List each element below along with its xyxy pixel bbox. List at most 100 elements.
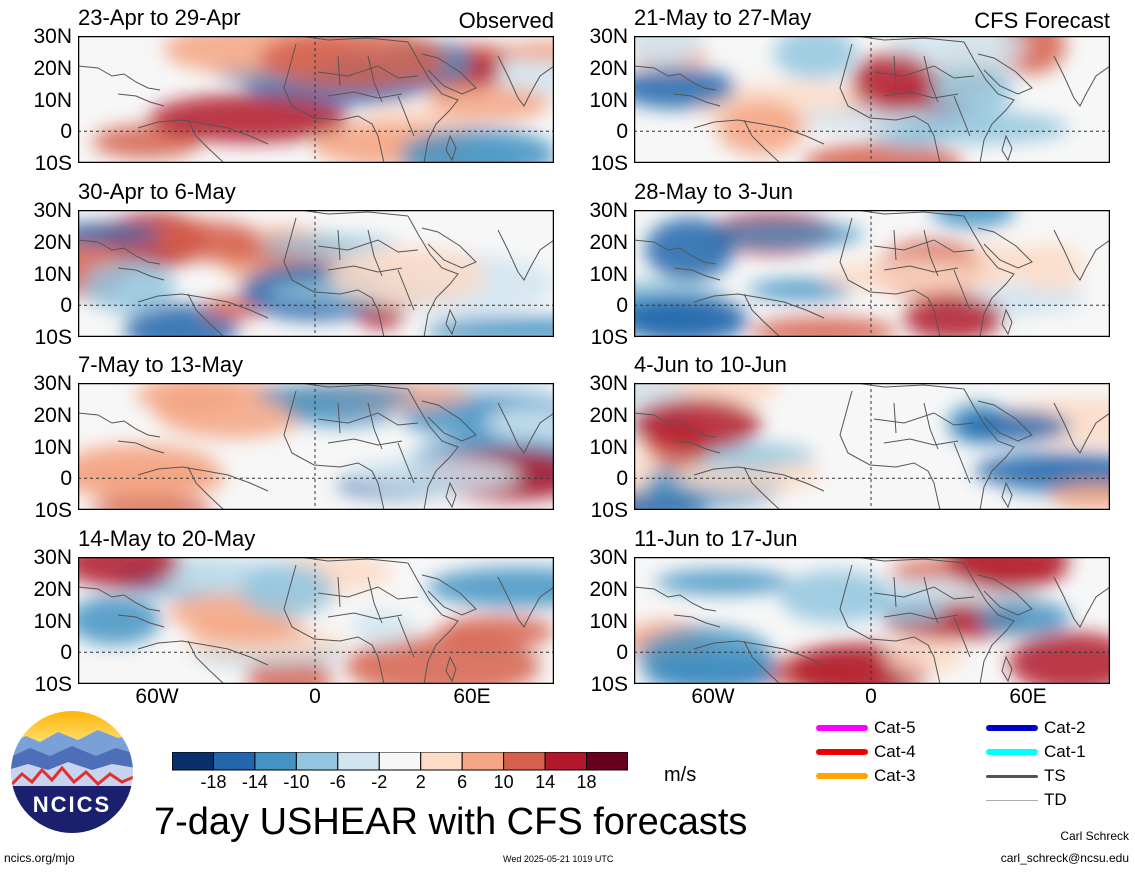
lat-label: 30N — [589, 199, 628, 222]
legend-swatch — [816, 725, 868, 731]
shear-anomaly-blob — [878, 595, 946, 624]
legend-swatch — [986, 799, 1038, 801]
legend-label: Cat-4 — [874, 742, 916, 761]
shear-anomaly-blob — [78, 557, 180, 589]
map-frame — [634, 383, 1110, 510]
colorbar-tick-label: -6 — [329, 772, 346, 792]
map-frame — [78, 383, 554, 510]
lat-label: 0 — [60, 641, 72, 665]
map-frame — [78, 210, 554, 337]
lon-label-0: 0 — [865, 685, 877, 708]
lat-label: 30N — [33, 372, 72, 395]
lat-label: 10N — [589, 435, 628, 459]
shear-anomaly-blob — [778, 569, 893, 624]
colorbar-tick-label: -2 — [371, 772, 388, 792]
map-frame — [634, 210, 1110, 337]
panel-date-range: 14-May to 20-May — [78, 526, 256, 551]
lat-label: 10N — [33, 262, 72, 286]
ncics-logo: NCICS — [8, 708, 136, 836]
shear-anomaly-blob — [240, 564, 334, 617]
lat-label: 20N — [33, 230, 72, 254]
lat-label: 20N — [33, 403, 72, 427]
lat-label: 20N — [589, 577, 628, 601]
colorbar-unit: m/s — [664, 764, 697, 786]
shear-anomaly-blob — [328, 245, 487, 306]
shear-anomaly-blob — [188, 619, 311, 644]
lat-label: 10N — [33, 88, 72, 112]
coastlines — [634, 557, 1110, 684]
colorbar-tick-label: -14 — [241, 772, 268, 792]
colorbar-swatches — [172, 752, 628, 771]
shear-anomaly-blob — [655, 569, 791, 595]
coastlines — [78, 383, 554, 510]
colorbar-swatch — [378, 752, 422, 771]
shear-anomaly-blob — [634, 397, 762, 452]
ncics-logo-graphic — [9, 709, 135, 835]
shear-anomaly-blob — [974, 451, 1110, 490]
legend-swatch — [986, 749, 1038, 755]
colorbar-tick-label: 18 — [576, 772, 597, 792]
shear-map — [78, 36, 554, 163]
shear-anomaly-blob — [1048, 482, 1110, 510]
lat-label: 10S — [590, 326, 628, 349]
panel-source-tag: CFS Forecast — [974, 8, 1110, 33]
lat-label: 30N — [33, 546, 72, 569]
footer-timestamp: Wed 2025-05-21 1019 UTC — [503, 854, 614, 864]
shear-anomaly-blob — [486, 406, 554, 441]
lat-label: 10S — [34, 673, 72, 696]
legend-label: TD — [1044, 790, 1067, 809]
lat-label: 20N — [33, 56, 72, 80]
panel-date-range: 11-Jun to 17-Jun — [634, 526, 798, 551]
shear-anomaly-blob — [149, 93, 349, 144]
colorbar-swatch — [420, 752, 463, 771]
shear-anomaly-blob — [644, 217, 735, 282]
shear-anomaly-blob — [345, 635, 541, 684]
panel-date-range: 30-Apr to 6-May — [78, 179, 236, 204]
colorbar-swatch — [503, 752, 546, 771]
lat-label: 10N — [589, 262, 628, 286]
shear-anomaly-blob — [136, 383, 243, 415]
footer-url: ncics.org/mjo — [4, 851, 75, 865]
shear-anomaly-blob — [351, 610, 415, 645]
footer-email: carl_schreck@ncsu.edu — [1000, 851, 1129, 865]
shear-anomaly-blob — [257, 234, 397, 256]
legend-label: Cat-2 — [1044, 718, 1086, 737]
colorbar-swatch — [254, 752, 297, 771]
shear-map — [634, 210, 1110, 337]
lat-label: 30N — [589, 25, 628, 48]
lat-label: 20N — [33, 577, 72, 601]
footer-author: Carl Schreck — [1060, 829, 1129, 843]
colorbar-tick-label: -18 — [200, 772, 227, 792]
colorbar-tick-label: 2 — [415, 772, 426, 792]
legend-label: TS — [1044, 766, 1066, 785]
legend-label: Cat-5 — [874, 718, 916, 737]
shear-map — [78, 210, 554, 337]
legend-swatch — [986, 774, 1038, 778]
colorbar-swatch — [586, 752, 628, 771]
colorbar-tick-label: 14 — [535, 772, 556, 792]
lat-label: 0 — [60, 294, 72, 318]
shear-anomaly-blob — [400, 128, 554, 163]
shear-anomaly-blob — [78, 595, 161, 646]
coastlines — [78, 36, 554, 163]
map-frame — [78, 36, 554, 163]
lon-label-60w: 60W — [691, 685, 735, 708]
legend-swatch — [816, 773, 868, 779]
shear-anomaly-blob — [893, 111, 1070, 144]
shear-anomaly-blob — [956, 410, 1071, 442]
shear-anomaly-blob — [634, 296, 749, 337]
lat-label: 10N — [33, 609, 72, 633]
shear-anomaly-blob — [717, 100, 805, 156]
main-title: 7-day USHEAR with CFS forecasts — [154, 801, 748, 843]
panel-date-range: 4-Jun to 10-Jun — [634, 352, 787, 377]
lat-label: 30N — [33, 25, 72, 48]
shear-anomaly-blob — [748, 278, 854, 301]
lat-label: 10S — [590, 499, 628, 522]
shear-map — [634, 557, 1110, 684]
coastlines — [634, 210, 1110, 337]
lat-label: 20N — [589, 56, 628, 80]
lon-label-60w: 60W — [135, 685, 179, 708]
shear-anomaly-blob — [634, 491, 710, 510]
colorbar-swatch — [337, 752, 380, 771]
shear-anomaly-blob — [903, 295, 1004, 337]
